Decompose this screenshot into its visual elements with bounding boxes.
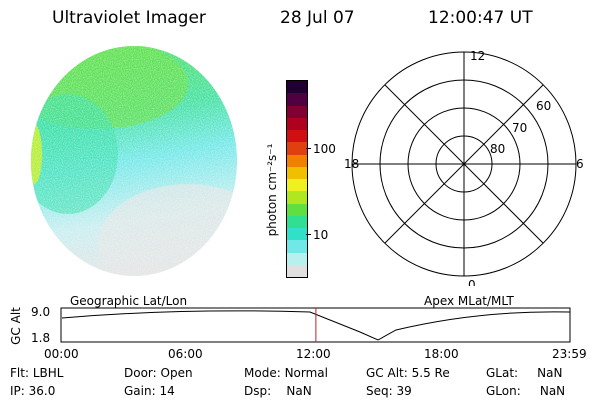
timeline-y-label: GC Alt [9,307,23,345]
colorbar-tickmark [306,148,311,149]
colorbar-segment [287,228,307,241]
timeline-left-title: Geographic Lat/Lon [70,294,188,308]
timeline-x-tick-4: 23:59 [552,347,587,361]
info-gc-alt: GC Alt: 5.5 Re [366,366,450,380]
mlt-label-6: 6 [576,157,584,171]
colorbar-segment [287,179,307,192]
polar-diagonal [384,84,544,244]
colorbar-segment [287,240,307,253]
timeline-x-tick-0: 00:00 [44,347,79,361]
info-seq: Seq: 39 [366,384,412,398]
info-flt: Flt: LBHL [10,366,64,380]
timeline-right-title: Apex MLat/MLT [424,294,514,308]
colorbar-segment [287,117,307,130]
colorbar-segment [287,142,307,155]
colorbar-segment [287,191,307,204]
mlt-label-18: 18 [344,157,359,171]
info-gain: Gain: 14 [124,384,175,398]
timeline-plot [60,307,571,343]
timeline-x-tick-3: 18:00 [424,347,459,361]
instrument-title: Ultraviolet Imager [52,8,206,28]
colorbar-segment [287,264,307,277]
colorbar-segment [287,81,307,94]
altitude-curve [61,310,571,341]
colorbar-segment [287,252,307,265]
colorbar-tick-100: 100 [313,142,336,156]
colorbar-segment [287,105,307,118]
time-label: 12:00:47 UT [428,8,533,28]
timeline-x-tick-2: 12:00 [296,347,331,361]
colorbar-tickmark [306,234,311,235]
mlat-label-80: 80 [490,142,505,156]
date-label: 28 Jul 07 [280,8,355,28]
colorbar-segment [287,154,307,167]
colorbar-unit-label: photon cm⁻²s⁻¹ [265,143,279,237]
timeline-y-tick-top: 9.0 [31,305,51,319]
timeline-x-tick-1: 06:00 [168,347,203,361]
polar-plot: 12 18 6 0 60 70 80 [344,49,584,286]
info-dsp: Dsp: NaN [244,384,312,398]
colorbar-segment [287,93,307,106]
mlat-label-70: 70 [512,121,527,135]
info-glat: GLat: NaN [486,366,563,380]
colorbar-segment [287,166,307,179]
info-ip: IP: 36.0 [10,384,56,398]
colorbar-segment [287,203,307,216]
uv-earth-image [31,46,237,276]
mlat-label-60: 60 [536,99,551,113]
colorbar-tick-10: 10 [313,228,329,242]
mlt-label-12: 12 [470,49,485,63]
colorbar-segment [287,130,307,143]
info-glon: GLon: NaN [486,384,566,398]
colorbar-segment [287,215,307,228]
timeline-y-tick-bottom: 1.8 [31,331,51,345]
colorbar [286,80,308,278]
mlt-label-0: 0 [468,278,476,286]
info-door: Door: Open [124,366,193,380]
info-mode: Mode: Normal [244,366,328,380]
